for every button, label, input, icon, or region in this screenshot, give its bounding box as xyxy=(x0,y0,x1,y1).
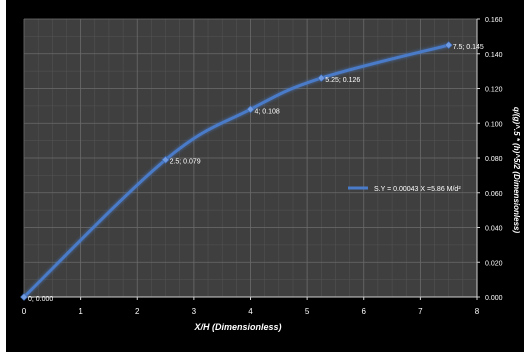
x-tick-labels: 0 1 2 3 4 5 6 7 8 xyxy=(22,297,480,316)
y-tick-label: 0.060 xyxy=(485,191,503,198)
data-label: 0; 0.000 xyxy=(28,296,53,303)
line-chart: 0 1 2 3 4 5 6 7 8 0.000 0.020 0.040 0.060 0.080 0.100… xyxy=(20,17,521,332)
data-label: 7.5; 0.145 xyxy=(453,44,484,51)
y-tick-label: 0.100 xyxy=(485,121,503,128)
data-point xyxy=(317,74,326,82)
data-label: 5.25; 0.126 xyxy=(325,77,360,84)
y-tick-label: 0.040 xyxy=(485,226,503,233)
x-tick-label: 0 xyxy=(22,307,27,316)
x-tick-label: 6 xyxy=(362,307,367,316)
y-tick-label: 0.080 xyxy=(485,156,503,163)
data-labels: 0; 0.000 2.5; 0.079 4; 0.108 5.25; 0.126 7.5… xyxy=(28,44,484,303)
x-tick-label: 3 xyxy=(192,307,197,316)
data-point xyxy=(246,105,255,114)
data-point xyxy=(161,155,170,164)
chart-container: 0 1 2 3 4 5 6 7 8 0.000 0.020 0.040 0.060 0.080 0.100… xyxy=(6,0,524,352)
data-label: 2.5; 0.079 xyxy=(170,159,201,166)
gridlines xyxy=(23,18,478,298)
x-tick-label: 2 xyxy=(135,307,140,316)
x-axis-title: X/H (Dimensionless) xyxy=(193,322,281,332)
data-point xyxy=(444,41,453,49)
x-tick-label: 1 xyxy=(78,307,83,316)
y-tick-label: 0.000 xyxy=(485,295,503,302)
y-tick-label: 0.160 xyxy=(485,17,503,24)
series-group xyxy=(20,41,453,301)
y-axis-title: q/(g)^.5 * (h)^5/2 (Dimensionless) xyxy=(512,107,521,234)
x-tick-label: 5 xyxy=(305,307,310,316)
y-tick-label: 0.140 xyxy=(485,52,503,59)
legend-entry: S.Y = 0.00043 X =5.86 M/d² xyxy=(374,186,461,193)
data-label: 4; 0.108 xyxy=(255,108,280,115)
legend: S.Y = 0.00043 X =5.86 M/d² xyxy=(348,186,461,193)
data-point xyxy=(20,293,28,301)
y-tick-label: 0.020 xyxy=(485,260,503,267)
x-tick-label: 8 xyxy=(475,307,480,316)
y-tick-label: 0.120 xyxy=(485,87,503,94)
series-line xyxy=(22,43,451,299)
x-tick-label: 7 xyxy=(418,307,423,316)
x-tick-label: 4 xyxy=(248,307,253,316)
y-tick-labels: 0.000 0.020 0.040 0.060 0.080 0.100 0.120 0.140… xyxy=(477,17,503,302)
